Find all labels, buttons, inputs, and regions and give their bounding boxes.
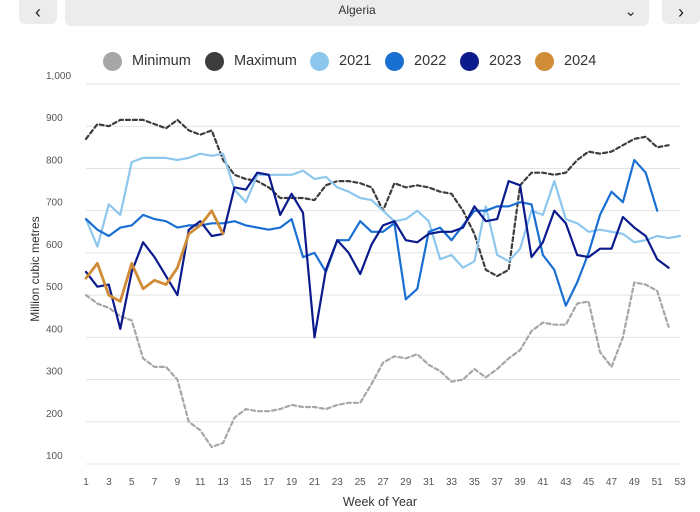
legend-item-2024[interactable]: 2024 xyxy=(535,50,596,72)
legend-label: 2024 xyxy=(564,53,597,69)
x-tick-label: 15 xyxy=(240,477,252,488)
y-axis-label: Million cubic metres xyxy=(28,216,42,322)
x-tick-label: 3 xyxy=(106,477,112,488)
series-line-minimum xyxy=(84,281,670,449)
series-line-2024 xyxy=(84,209,225,303)
x-tick-label: 11 xyxy=(195,477,206,488)
x-tick-label: 35 xyxy=(469,477,481,488)
x-tick-label: 9 xyxy=(175,477,181,488)
legend-item-minimum[interactable]: Minimum xyxy=(103,50,191,72)
x-tick-label: 1 xyxy=(83,477,89,488)
y-tick-label: 100 xyxy=(46,451,63,462)
chevron-down-icon: ⌄ xyxy=(624,3,637,20)
legend-item-2023[interactable]: 2023 xyxy=(460,50,521,72)
y-tick-label: 1,000 xyxy=(46,71,71,82)
x-tick-label: 13 xyxy=(218,477,230,488)
legend-swatch xyxy=(460,51,479,71)
y-tick-label: 500 xyxy=(46,282,63,293)
region-dropdown[interactable]: Algeria ⌄ xyxy=(65,0,649,26)
x-tick-label: 31 xyxy=(423,477,435,488)
y-tick-label: 300 xyxy=(46,367,63,378)
x-tick-label: 41 xyxy=(537,477,549,488)
x-tick-label: 47 xyxy=(606,477,618,488)
x-tick-label: 29 xyxy=(400,477,412,488)
series-line-2022 xyxy=(84,158,659,307)
x-tick-label: 53 xyxy=(674,477,686,488)
x-tick-label: 43 xyxy=(560,477,572,488)
x-tick-label: 7 xyxy=(152,477,158,488)
y-tick-label: 900 xyxy=(46,113,63,124)
legend-swatch xyxy=(385,51,404,71)
x-tick-label: 25 xyxy=(355,477,367,488)
x-tick-label: 23 xyxy=(332,477,344,488)
legend-swatch xyxy=(103,51,122,71)
legend-item-2022[interactable]: 2022 xyxy=(385,50,446,72)
prev-region-button[interactable]: ‹ xyxy=(19,0,57,24)
legend-swatch xyxy=(310,51,329,71)
y-tick-label: 700 xyxy=(46,198,63,209)
chevron-left-icon: ‹ xyxy=(35,1,41,22)
y-tick-label: 200 xyxy=(46,409,63,420)
x-tick-label: 17 xyxy=(263,477,275,488)
series-line-2023 xyxy=(84,171,670,339)
legend-swatch xyxy=(205,51,224,71)
region-label: Algeria xyxy=(338,3,376,17)
x-tick-label: 33 xyxy=(446,477,458,488)
x-tick-label: 19 xyxy=(286,477,298,488)
x-tick-label: 5 xyxy=(129,477,135,488)
next-region-button[interactable]: › xyxy=(662,0,700,24)
x-tick-label: 27 xyxy=(377,477,389,488)
legend-label: Minimum xyxy=(132,53,191,69)
legend-label: Maximum xyxy=(234,53,297,69)
series-line-2021 xyxy=(84,152,682,269)
x-axis-label: Week of Year xyxy=(342,495,418,509)
y-tick-label: 600 xyxy=(46,240,63,251)
x-tick-label: 21 xyxy=(309,477,321,488)
x-tick-label: 51 xyxy=(652,477,664,488)
legend-swatch xyxy=(535,51,554,71)
legend-item-maximum[interactable]: Maximum xyxy=(205,50,297,72)
legend-label: 2022 xyxy=(414,53,447,69)
chart-legend: Minimum Maximum 2021 2022 2023 2024 xyxy=(0,50,700,74)
y-tick-label: 800 xyxy=(46,155,63,166)
x-tick-label: 49 xyxy=(629,477,641,488)
x-tick-label: 39 xyxy=(515,477,527,488)
x-tick-label: 45 xyxy=(583,477,595,488)
y-tick-label: 400 xyxy=(46,324,63,335)
legend-item-2021[interactable]: 2021 xyxy=(310,50,371,72)
x-tick-label: 37 xyxy=(492,477,504,488)
legend-label: 2021 xyxy=(339,53,372,69)
legend-label: 2023 xyxy=(489,53,522,69)
series-line-maximum xyxy=(84,118,670,278)
chevron-right-icon: › xyxy=(678,1,684,22)
